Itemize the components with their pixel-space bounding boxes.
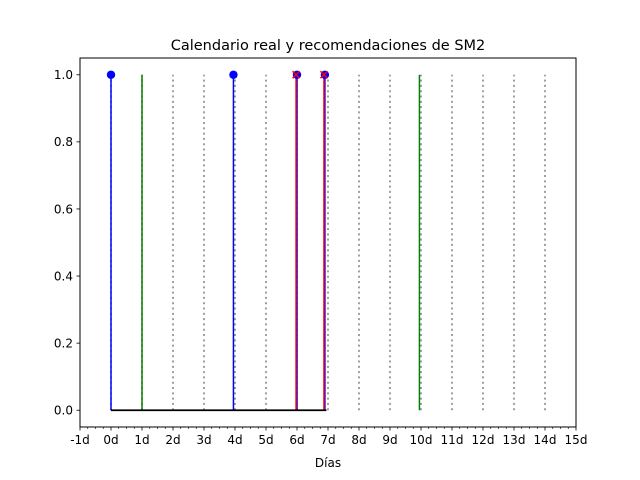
x-marker [292,70,301,79]
y-tick-label: 0.2 [54,336,73,350]
x-axis: -1d 0d 1d 2d 3d 4d 5d 6d 7d 8d 9d 10d 11d 12d 13d 14d 15… [70,427,587,447]
x-tick-label: 0d [103,433,118,447]
circle-marker [106,70,116,79]
x-tick-label: 6d [289,433,304,447]
x-tick-label: 4d [227,433,242,447]
plot-marks [106,70,546,412]
x-tick-label: 9d [382,433,397,447]
y-tick-label: 0.6 [54,202,73,216]
x-tick-label: 1d [134,433,149,447]
x-tick-label: 11d [441,433,464,447]
x-marker [319,70,329,79]
chart-title: Calendario real y recomendaciones de SM2 [171,38,486,54]
x-tick-label: 8d [351,433,366,447]
x-tick-label: 2d [165,433,180,447]
x-axis-label: Días [315,456,341,470]
x-tick-label: 14d [534,433,557,447]
x-tick-label: 7d [320,433,335,447]
y-tick-label: 1.0 [54,68,73,82]
y-tick-label: 0.8 [54,135,73,149]
y-tick-label: 0.0 [54,404,73,418]
circle-marker [229,70,238,79]
x-tick-label: 3d [196,433,211,447]
y-tick-label: 0.4 [54,269,73,283]
y-axis: 0.0 0.2 0.4 0.6 0.8 1.0 [54,68,80,418]
x-tick-label: 13d [503,433,526,447]
x-tick-label: 15d [565,433,588,447]
x-tick-label: 10d [410,433,433,447]
x-tick-label: -1d [70,433,90,447]
x-tick-label: 5d [258,433,273,447]
x-tick-label: 12d [472,433,495,447]
